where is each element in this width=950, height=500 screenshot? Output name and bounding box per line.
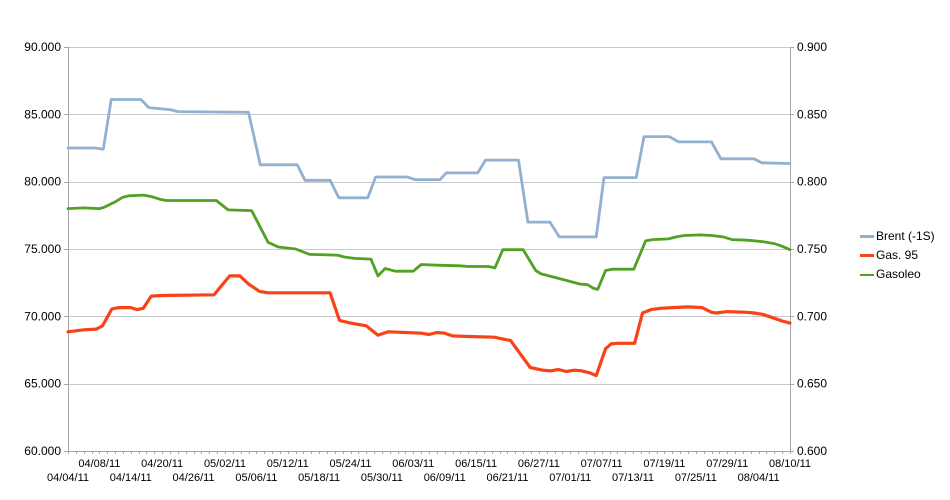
x-axis-label: 06/27/11	[518, 458, 560, 470]
x-axis-label: 05/02/11	[204, 458, 246, 470]
legend-line-icon	[860, 254, 874, 257]
x-axis-label: 05/18/11	[298, 472, 340, 484]
y-axis-left-label: 60.000	[24, 444, 61, 458]
legend-item-gas95: Gas. 95	[860, 246, 935, 265]
x-axis-label: 06/21/11	[486, 472, 528, 484]
x-axis-label: 04/14/11	[110, 472, 152, 484]
x-axis-label: 07/01/11	[549, 472, 591, 484]
y-axis-left-label: 80.000	[24, 175, 61, 189]
y-axis-left-label: 90.000	[24, 40, 61, 54]
y-axis-right-label: 0.900	[797, 40, 827, 54]
series-line-2	[66, 193, 792, 291]
legend-label-gas95: Gas. 95	[876, 248, 919, 262]
x-axis-label: 07/29/11	[706, 458, 748, 470]
x-axis-label: 07/13/11	[612, 472, 654, 484]
legend-label-brent: Brent (-1S)	[876, 229, 935, 243]
legend-line-icon	[860, 273, 874, 276]
y-axis-left-label: 65.000	[24, 377, 61, 391]
x-axis-label: 05/24/11	[330, 458, 372, 470]
x-axis-label: 06/03/11	[392, 458, 434, 470]
x-axis-label: 04/08/11	[78, 458, 120, 470]
x-axis-label: 08/04/11	[738, 472, 780, 484]
x-axis-label: 07/07/11	[581, 458, 623, 470]
y-axis-left-label: 85.000	[24, 107, 61, 121]
series-line-0	[66, 98, 792, 239]
x-axis-label: 05/30/11	[361, 472, 403, 484]
y-axis-right-label: 0.650	[797, 377, 827, 391]
x-axis-label: 06/09/11	[424, 472, 466, 484]
y-axis-right-label: 0.600	[797, 444, 827, 458]
legend-item-brent: Brent (-1S)	[860, 227, 935, 246]
y-axis-right-label: 0.750	[797, 242, 827, 256]
x-axis-label: 04/26/11	[173, 472, 215, 484]
legend-label-gasoleo: Gasoleo	[876, 267, 921, 281]
x-axis-label: 04/04/11	[47, 472, 89, 484]
x-axis-label: 05/06/11	[235, 472, 277, 484]
y-axis-left-label: 70.000	[24, 309, 61, 323]
x-axis-label: 06/15/11	[455, 458, 497, 470]
chart-legend: Brent (-1S) Gas. 95 Gasoleo	[860, 227, 935, 284]
x-axis-label: 07/19/11	[643, 458, 685, 470]
y-axis-right-label: 0.700	[797, 309, 827, 323]
legend-line-icon	[860, 235, 874, 238]
y-axis-right-label: 0.800	[797, 175, 827, 189]
y-axis-right-label: 0.850	[797, 107, 827, 121]
y-axis-left-label: 75.000	[24, 242, 61, 256]
legend-item-gasoleo: Gasoleo	[860, 265, 935, 284]
x-axis-label: 05/12/11	[267, 458, 309, 470]
x-axis-label: 08/10/11	[769, 458, 811, 470]
series-line-1	[66, 274, 792, 378]
x-axis-label: 07/25/11	[675, 472, 717, 484]
x-axis-label: 04/20/11	[141, 458, 183, 470]
